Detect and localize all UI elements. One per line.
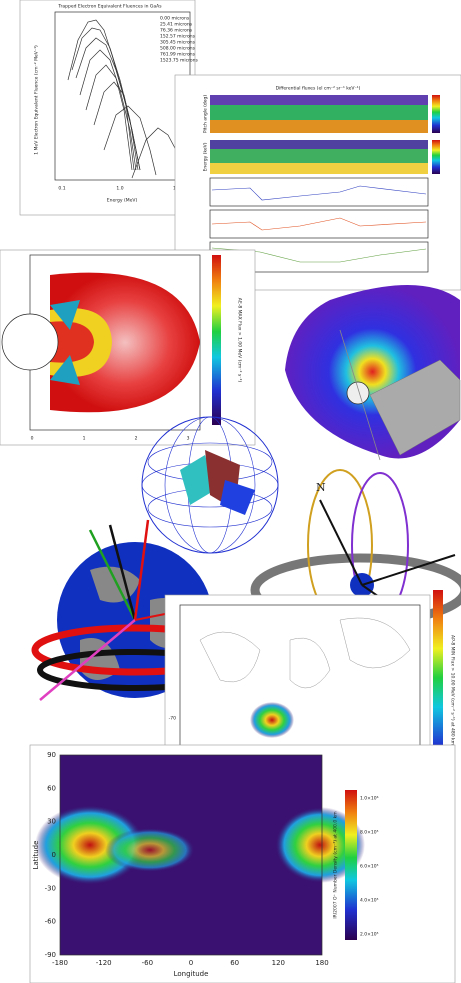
- x-tick-label: 3: [187, 436, 190, 442]
- spectrogram-band: [210, 95, 428, 105]
- curve: [103, 105, 157, 176]
- x-ticks: 0 1 2 3: [31, 436, 190, 442]
- panel-title: Trapped Electron Equivalent Fluences in …: [57, 4, 162, 10]
- plane: [180, 455, 215, 505]
- legend-entry: 1523.75 microns: [160, 58, 199, 64]
- ticks: -180 -120 -60 0 60 120 180 90 60 30 0 -30 -60 -90: [45, 751, 329, 967]
- strip-label: Pitch angle (deg): [203, 95, 209, 134]
- x-tick-label: 120: [272, 959, 285, 967]
- cross-section-panel: 0 1 2 3 AE-8 MAX Flux > 1.00 MeV (cm⁻² s⁻¹): [0, 249, 256, 446]
- x-tick-label: -120: [96, 959, 112, 967]
- panel-title: Differential fluxes (el cm⁻² sr⁻¹ keV⁻¹): [276, 86, 361, 92]
- flux-strips-panel: Differential fluxes (el cm⁻² sr⁻¹ keV⁻¹)…: [174, 74, 461, 291]
- colorbar-label: AP-8 MIN Flux > 10.00 MeV (cm⁻² s⁻¹) at …: [450, 635, 456, 745]
- axis: [339, 329, 381, 461]
- trace: [211, 217, 427, 231]
- colorbar: [433, 590, 443, 785]
- outer-belt: [50, 272, 200, 413]
- plot-axes: [59, 754, 323, 956]
- legend-entry: 76.36 microns: [160, 28, 193, 34]
- colorbar-ticks: 1.0×10⁶ 8.0×10⁵ 6.0×10⁵ 4.0×10⁵ 2.0×10⁵: [360, 796, 379, 938]
- colorbar-tick-label: 2.0×10⁵: [360, 932, 379, 938]
- horn: [50, 300, 80, 330]
- spectrogram-band: [210, 163, 428, 174]
- earth: [1, 313, 59, 371]
- vector: [39, 619, 136, 701]
- x-tick-label: 60: [230, 959, 239, 967]
- y-axis-label: 1 MeV Electron Equivalent Fluence (cm⁻² …: [34, 45, 40, 155]
- y-tick-label: -60: [45, 918, 56, 926]
- strip-label: Energy (keV): [203, 142, 209, 171]
- coastlines: [199, 617, 411, 689]
- strip: [209, 209, 429, 239]
- legend-entry: 508.00 microns: [160, 46, 196, 52]
- torus-cut: [369, 359, 461, 456]
- fluence-panel: Trapped Electron Equivalent Fluences in …: [19, 0, 199, 216]
- panel-frame: [19, 0, 196, 216]
- torus-panel: [285, 285, 461, 461]
- colorbar-tick-label: 6.0×10⁵: [360, 864, 379, 870]
- inner-core: [50, 321, 94, 363]
- x-tick-label: -180: [52, 959, 68, 967]
- curve: [79, 49, 137, 171]
- colorbar-tick-label: 1.0×10⁶: [360, 796, 379, 802]
- colorbar-tick-label: 4.0×10⁵: [360, 898, 379, 904]
- density-crest: [275, 807, 365, 883]
- flux-region: [250, 702, 294, 738]
- y-axis-label: Latitude: [32, 841, 40, 870]
- colorbar-label: IRI2007 O⁺ Number Density (cm⁻³) at 400.…: [333, 811, 339, 918]
- density-map-panel: -180 -120 -60 0 60 120 180 90 60 30 0 -30 -60 -90 Lon…: [29, 744, 456, 983]
- x-tick-label: 2: [135, 436, 138, 442]
- vector: [319, 499, 363, 586]
- horn: [50, 355, 80, 385]
- x-axis-label: Longitude: [174, 970, 209, 978]
- wire-sphere-panel: [141, 416, 279, 554]
- curve: [85, 64, 133, 171]
- trace: [211, 185, 427, 201]
- colorbar: [212, 255, 221, 425]
- y-tick-label: 60: [47, 784, 56, 792]
- y-tick-label: 0: [52, 851, 56, 859]
- curve: [93, 81, 141, 171]
- legend-entry: 25.41 microns: [160, 22, 193, 28]
- legend-entry: 0.00 microns: [160, 16, 190, 22]
- meridian: [164, 416, 256, 554]
- north-label: N: [316, 481, 326, 494]
- vector: [361, 554, 456, 586]
- vector: [108, 524, 137, 621]
- x-tick-label: 0: [189, 959, 193, 967]
- y-tick-label: 30: [47, 818, 56, 826]
- legend-entry: 152.57 microns: [160, 34, 196, 40]
- colorbar-label: AE-8 MAX Flux > 1.00 MeV (cm⁻² s⁻¹): [237, 298, 243, 383]
- colorbar: [432, 95, 440, 133]
- x-tick-label: 1: [83, 436, 86, 442]
- colorbar: [432, 140, 440, 174]
- y-tick-label: -30: [45, 884, 56, 892]
- x-tick-label: 0: [31, 436, 34, 442]
- x-tick-label: -60: [142, 959, 153, 967]
- colorbar: [345, 790, 357, 940]
- earth: [346, 381, 370, 405]
- x-tick-label: 0.1: [58, 186, 65, 192]
- vector: [88, 529, 137, 621]
- curve: [131, 127, 177, 179]
- x-tick-label: 180: [315, 959, 328, 967]
- vector: [133, 519, 150, 621]
- colorbar-tick-label: 8.0×10⁵: [360, 830, 379, 836]
- y-tick-label: -70: [169, 716, 176, 722]
- y-tick-label: -90: [45, 951, 56, 959]
- spectrogram-band: [210, 120, 428, 133]
- legend-entry: 305.45 microns: [160, 40, 196, 46]
- density-crest: [105, 828, 195, 872]
- plane: [220, 480, 255, 515]
- y-tick-label: 90: [47, 751, 56, 759]
- spectrogram-band: [210, 140, 428, 149]
- x-tick-label: 1.0: [116, 186, 123, 192]
- legend-entry: 761.99 microns: [160, 52, 196, 58]
- x-axis-label: Energy (MeV): [107, 198, 138, 204]
- strip: [209, 177, 429, 207]
